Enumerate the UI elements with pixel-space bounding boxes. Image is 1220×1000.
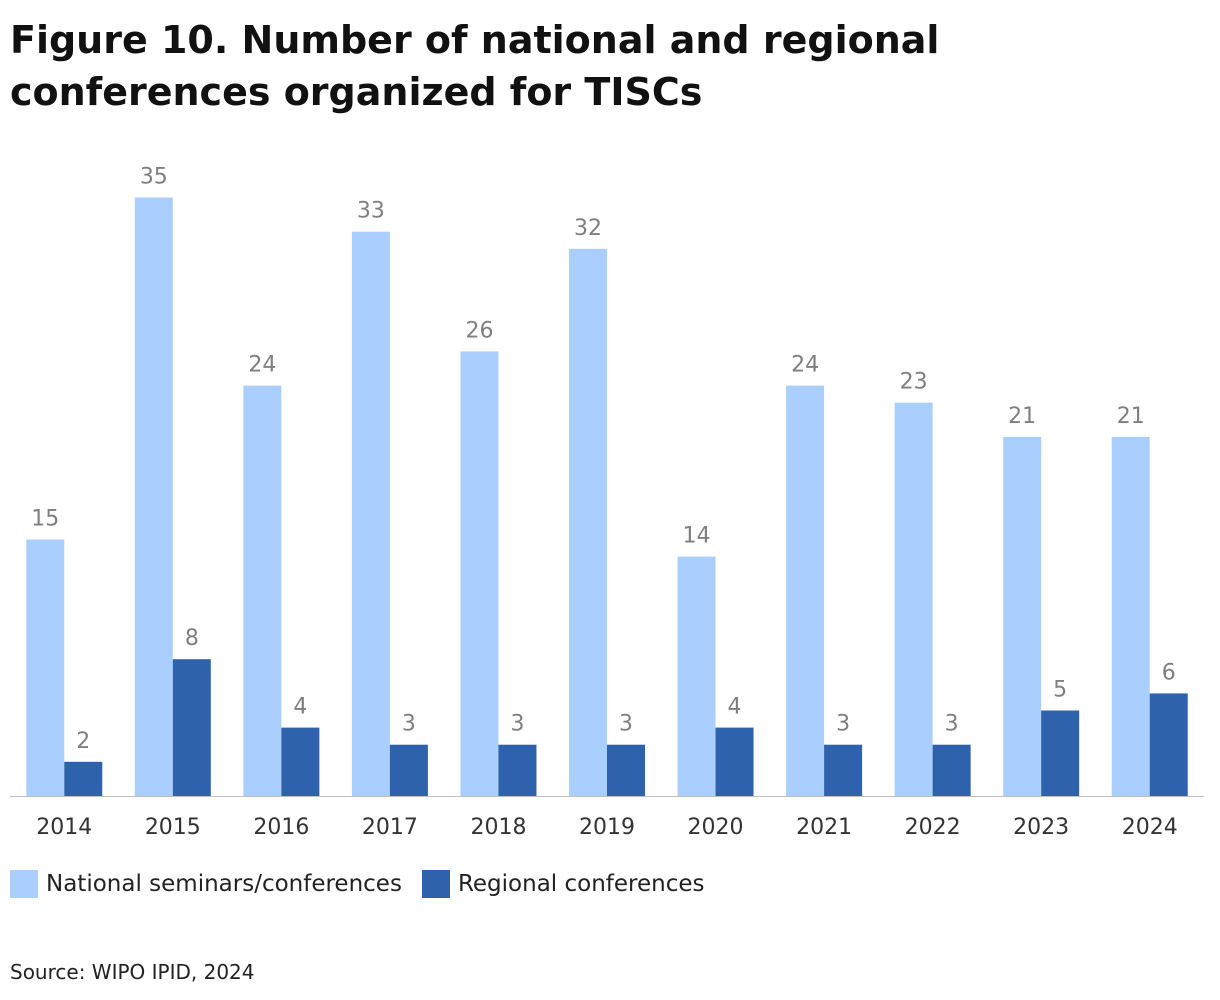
regional-bar-2018 bbox=[498, 744, 537, 796]
regional-value-label-2014: 2 bbox=[76, 729, 90, 754]
regional-value-label-2018: 3 bbox=[510, 712, 524, 737]
national-value-label-2019: 32 bbox=[574, 216, 602, 241]
national-bar-2015 bbox=[134, 197, 173, 796]
regional-bar-2022 bbox=[932, 744, 971, 796]
x-tick-label-2015: 2015 bbox=[145, 815, 201, 840]
x-tick-label-2014: 2014 bbox=[36, 815, 92, 840]
regional-value-label-2024: 6 bbox=[1162, 660, 1176, 685]
x-tick-label-2017: 2017 bbox=[362, 815, 418, 840]
x-tick-label-2018: 2018 bbox=[470, 815, 526, 840]
legend-item-national: National seminars/conferences bbox=[10, 870, 402, 898]
x-tick-label-2016: 2016 bbox=[253, 815, 309, 840]
national-value-label-2020: 14 bbox=[683, 524, 711, 549]
legend-swatch-regional bbox=[421, 870, 450, 898]
regional-bar-2015 bbox=[172, 659, 211, 796]
legend-label-regional: Regional conferences bbox=[457, 871, 705, 897]
regional-bar-2019 bbox=[607, 744, 645, 796]
legend-swatch-national bbox=[10, 870, 38, 898]
source-note: Source: WIPO IPID, 2024 bbox=[10, 960, 255, 984]
x-tick-label-2022: 2022 bbox=[905, 815, 961, 840]
national-value-label-2016: 24 bbox=[248, 353, 276, 378]
national-value-label-2023: 21 bbox=[1008, 404, 1036, 429]
legend: National seminars/conferences Regional c… bbox=[10, 870, 724, 898]
national-bar-2017 bbox=[351, 231, 390, 796]
regional-bar-2017 bbox=[389, 744, 428, 796]
national-value-label-2021: 24 bbox=[791, 353, 819, 378]
regional-bar-2014 bbox=[64, 761, 103, 796]
national-bar-2016 bbox=[243, 385, 282, 796]
regional-value-label-2022: 3 bbox=[945, 712, 959, 737]
national-value-label-2017: 33 bbox=[357, 199, 385, 224]
regional-value-label-2019: 3 bbox=[619, 712, 633, 737]
national-value-label-2015: 35 bbox=[140, 165, 168, 190]
national-bar-2019 bbox=[569, 248, 607, 797]
regional-bar-2023 bbox=[1041, 710, 1080, 796]
bar-chart: 1522014358201524420163332017263201832320… bbox=[10, 165, 1204, 840]
national-bar-2021 bbox=[786, 385, 825, 796]
national-bar-2020 bbox=[677, 556, 716, 796]
national-bar-2023 bbox=[1003, 436, 1042, 796]
legend-item-regional: Regional conferences bbox=[421, 870, 705, 898]
regional-bar-2016 bbox=[281, 727, 320, 796]
legend-label-national: National seminars/conferences bbox=[46, 871, 402, 897]
regional-value-label-2017: 3 bbox=[402, 712, 416, 737]
national-value-label-2014: 15 bbox=[31, 507, 59, 532]
national-value-label-2018: 26 bbox=[465, 318, 493, 343]
national-bar-2018 bbox=[460, 351, 499, 796]
regional-bar-2024 bbox=[1149, 693, 1188, 796]
chart-title: Figure 10. Number of national and region… bbox=[10, 18, 940, 114]
regional-value-label-2020: 4 bbox=[728, 695, 742, 720]
x-tick-label-2024: 2024 bbox=[1122, 815, 1178, 840]
national-value-label-2022: 23 bbox=[900, 370, 928, 395]
national-bar-2024 bbox=[1111, 436, 1150, 796]
regional-bar-2020 bbox=[715, 727, 754, 796]
regional-bar-2021 bbox=[824, 744, 863, 796]
national-bar-2022 bbox=[894, 402, 933, 796]
regional-value-label-2021: 3 bbox=[836, 712, 850, 737]
x-tick-label-2020: 2020 bbox=[688, 815, 744, 840]
national-bar-2014 bbox=[26, 539, 65, 796]
regional-value-label-2023: 5 bbox=[1053, 678, 1067, 703]
x-tick-label-2019: 2019 bbox=[579, 815, 635, 840]
regional-value-label-2015: 8 bbox=[185, 626, 199, 651]
regional-value-label-2016: 4 bbox=[293, 695, 307, 720]
x-tick-label-2021: 2021 bbox=[796, 815, 852, 840]
national-value-label-2024: 21 bbox=[1117, 404, 1145, 429]
x-tick-label-2023: 2023 bbox=[1013, 815, 1069, 840]
